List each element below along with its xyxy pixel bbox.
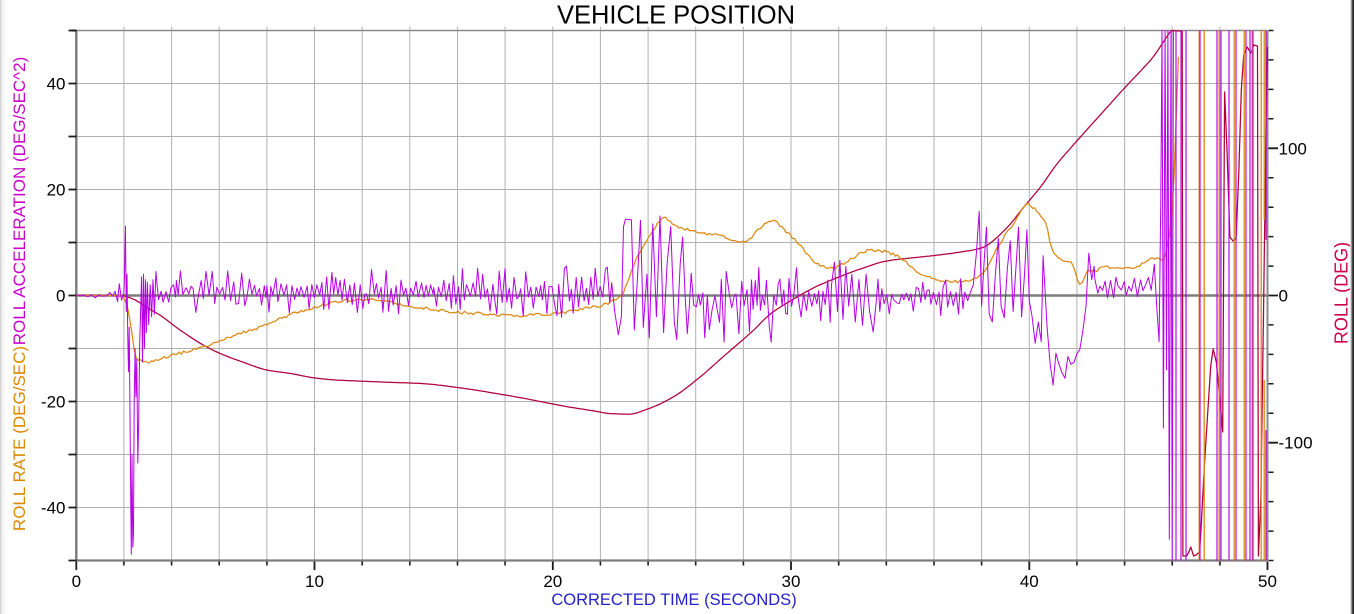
svg-text:50: 50 xyxy=(1258,572,1277,591)
svg-text:0: 0 xyxy=(1279,287,1288,306)
svg-text:-20: -20 xyxy=(41,393,66,412)
svg-text:VEHICLE POSITION: VEHICLE POSITION xyxy=(557,2,795,30)
svg-text:0: 0 xyxy=(56,287,65,306)
svg-text:-100: -100 xyxy=(1279,434,1313,453)
svg-text:0: 0 xyxy=(72,572,81,591)
svg-text:30: 30 xyxy=(782,572,801,591)
svg-text:-40: -40 xyxy=(41,499,66,518)
svg-text:20: 20 xyxy=(543,572,562,591)
svg-text:40: 40 xyxy=(1020,572,1039,591)
svg-text:ROLL RATE (DEG/SEC): ROLL RATE (DEG/SEC) xyxy=(10,346,29,531)
svg-text:40: 40 xyxy=(47,75,66,94)
svg-text:ROLL (DEG): ROLL (DEG) xyxy=(1332,242,1352,344)
svg-text:ROLL ACCELERATION (DEG/SEC^2): ROLL ACCELERATION (DEG/SEC^2) xyxy=(10,57,29,346)
svg-text:CORRECTED TIME (SECONDS): CORRECTED TIME (SECONDS) xyxy=(551,591,796,609)
svg-text:100: 100 xyxy=(1279,139,1307,158)
svg-text:10: 10 xyxy=(305,572,324,591)
svg-text:20: 20 xyxy=(47,181,66,200)
